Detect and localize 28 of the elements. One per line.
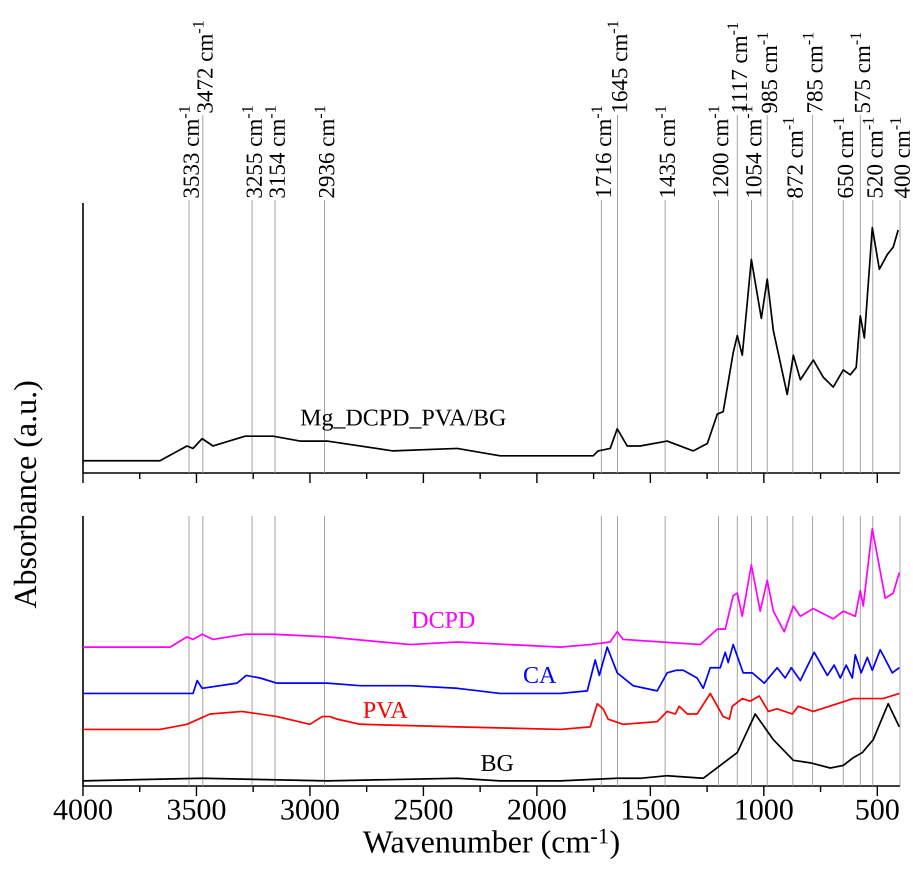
series-label: CA [524, 666, 556, 684]
ref-line-label: 985 cm$^{-1}$ [757, 32, 778, 113]
ref-line-label: 400 cm$^{-1}$ [890, 118, 910, 198]
x-tick-label: 4000 [54, 800, 112, 820]
x-tick-label: 1000 [736, 800, 793, 820]
x-axis-title: Wavenumber (cm$^{-1}$) [362, 828, 619, 860]
x-tick-label: 2000 [508, 800, 566, 820]
x-tick-label: 2500 [394, 800, 452, 820]
ref-line-label: 650 cm$^{-1}$ [833, 118, 854, 198]
y-axis-title: Absorbance (a.u.) [14, 382, 43, 608]
ref-line-label: 575 cm$^{-1}$ [850, 32, 870, 112]
series-label: BG [481, 754, 514, 772]
series-label: DCPD [412, 612, 474, 628]
ref-line-label: 1435 cm$^{-1}$ [655, 106, 676, 197]
ref-line-label: 520 cm$^{-1}$ [862, 118, 883, 198]
x-tick-label: 500 [856, 800, 899, 820]
ref-line-label: 3154 cm$^{-1}$ [265, 106, 285, 198]
x-tick-label: 3500 [168, 800, 226, 820]
x-tick-label: 1500 [622, 800, 680, 820]
x-tick-label: 3000 [281, 800, 339, 820]
ref-line-label: 785 cm$^{-1}$ [802, 32, 823, 112]
series-label: PVA [364, 702, 408, 718]
ref-line-label: 3472 cm$^{-1}$ [192, 21, 213, 112]
ref-line-label: 1200 cm$^{-1}$ [708, 106, 728, 197]
ref-line-label: 3255 cm$^{-1}$ [242, 106, 262, 198]
series-label: Mg_DCPD_PVA/BG [300, 410, 506, 431]
ref-line-label: 872 cm$^{-1}$ [782, 118, 803, 198]
ref-line-label: 2936 cm$^{-1}$ [314, 106, 334, 198]
